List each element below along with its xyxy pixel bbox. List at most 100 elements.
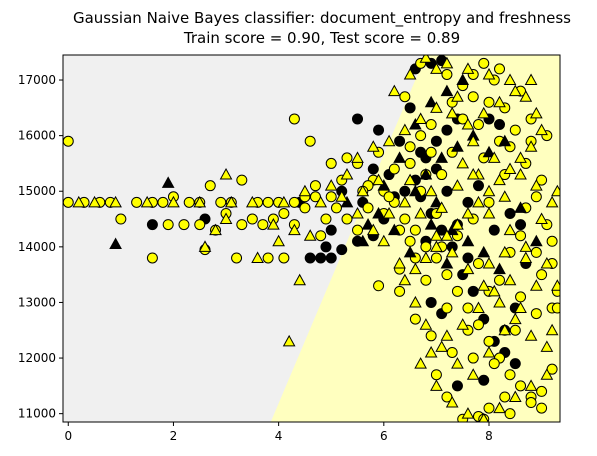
point-class1-triangle [519, 240, 533, 252]
point-class1-triangle [482, 184, 496, 197]
point-class1-circle [288, 196, 300, 208]
point-class1-circle [430, 369, 442, 381]
point-class1-triangle [219, 212, 233, 225]
point-class1-triangle [356, 184, 370, 197]
point-class1-triangle [477, 106, 491, 119]
point-class1-triangle [482, 256, 496, 269]
point-class1-circle [472, 319, 484, 331]
point-class1-triangle [366, 140, 380, 152]
point-class0-triangle [482, 145, 496, 158]
point-class1-triangle [503, 223, 517, 236]
point-class1-triangle [540, 368, 554, 380]
point-class1-triangle [451, 90, 464, 102]
point-class1-circle [362, 202, 374, 214]
point-class1-triangle [430, 101, 443, 113]
point-class1-triangle [398, 123, 412, 136]
point-class1-triangle [478, 412, 489, 422]
point-class1-circle [115, 213, 127, 225]
point-class1-triangle [267, 218, 280, 230]
point-class1-triangle [382, 134, 396, 147]
point-class1-circle [157, 196, 169, 208]
point-class1-circle [530, 246, 542, 258]
point-class1-circle [446, 346, 458, 358]
point-class1-circle [131, 196, 143, 208]
point-class1-triangle [461, 407, 475, 419]
point-class1-triangle [524, 329, 538, 341]
point-class0-triangle [529, 234, 543, 247]
point-class1-circle [409, 224, 421, 236]
point-class1-circle [236, 174, 248, 186]
point-class1-circle [325, 157, 337, 169]
point-class1-triangle [524, 73, 538, 86]
point-class1-circle [425, 146, 437, 158]
point-class1-circle [451, 285, 463, 297]
point-class0-circle [509, 358, 521, 370]
point-class1-circle [63, 196, 74, 208]
point-class1-triangle [282, 334, 296, 347]
point-class1-circle [404, 157, 416, 169]
point-class1-circle [536, 402, 548, 414]
point-class1-circle [483, 402, 495, 414]
point-class1-circle [515, 380, 527, 392]
point-class1-triangle [198, 240, 212, 252]
point-class0-triangle [514, 201, 527, 213]
point-class1-triangle [461, 262, 475, 275]
point-class1-triangle [451, 357, 464, 369]
point-class0-circle [462, 196, 474, 208]
point-class1-circle [441, 269, 453, 281]
point-class1-triangle [466, 368, 480, 380]
point-class0-triangle [361, 218, 375, 230]
point-class0-circle [325, 224, 337, 236]
point-class1-triangle [324, 179, 338, 191]
point-class1-triangle [503, 273, 517, 286]
point-class1-triangle [140, 195, 154, 208]
point-class1-triangle [451, 218, 464, 230]
point-class1-circle [246, 213, 258, 225]
point-class1-triangle [435, 201, 449, 213]
point-class1-triangle [498, 190, 512, 202]
x-axis: 0 2 4 6 8 [64, 422, 493, 443]
point-class1-triangle [251, 251, 264, 263]
point-class1-triangle [456, 318, 470, 330]
point-class1-triangle [540, 256, 554, 269]
x-tick-label: 8 [485, 429, 493, 443]
point-class0-circle [415, 146, 427, 158]
point-class1-triangle [487, 151, 501, 163]
point-class1-circle [515, 291, 527, 303]
point-class0-circle [394, 135, 406, 147]
point-class0-circle [315, 252, 327, 264]
point-class1-triangle [540, 340, 554, 352]
point-class1-triangle [430, 62, 443, 74]
point-class1-triangle [419, 251, 433, 263]
point-class1-triangle [503, 73, 517, 86]
point-class1-triangle [109, 195, 122, 208]
point-class1-triangle [193, 195, 207, 208]
chart-subtitle: Train score = 0.90, Test score = 0.89 [183, 29, 460, 47]
point-class1-circle [509, 324, 521, 336]
point-class0-circle [472, 180, 484, 192]
point-class1-circle [262, 252, 274, 264]
point-class0-triangle [445, 223, 459, 236]
point-class1-triangle [514, 301, 527, 314]
point-class1-triangle [430, 379, 443, 391]
point-class0-circle [336, 244, 348, 256]
point-class1-triangle [435, 340, 449, 352]
point-class0-triangle [377, 179, 391, 191]
point-class0-circle [462, 252, 474, 264]
point-class1-circle [536, 269, 548, 281]
point-class1-triangle [535, 212, 548, 225]
point-class1-circle [462, 302, 474, 314]
point-class1-circle [309, 180, 321, 192]
point-class1-triangle [466, 168, 480, 180]
point-class0-triangle [409, 117, 422, 130]
point-class0-triangle [424, 218, 438, 230]
point-class1-circle [472, 258, 484, 270]
point-class1-circle [146, 252, 158, 264]
point-class1-triangle [493, 295, 506, 308]
point-class1-circle [467, 91, 479, 103]
point-class1-triangle [472, 301, 485, 314]
point-class1-circle [425, 119, 437, 131]
point-class0-triangle [430, 195, 443, 208]
point-class1-circle [352, 224, 364, 236]
point-class1-circle [304, 135, 316, 147]
